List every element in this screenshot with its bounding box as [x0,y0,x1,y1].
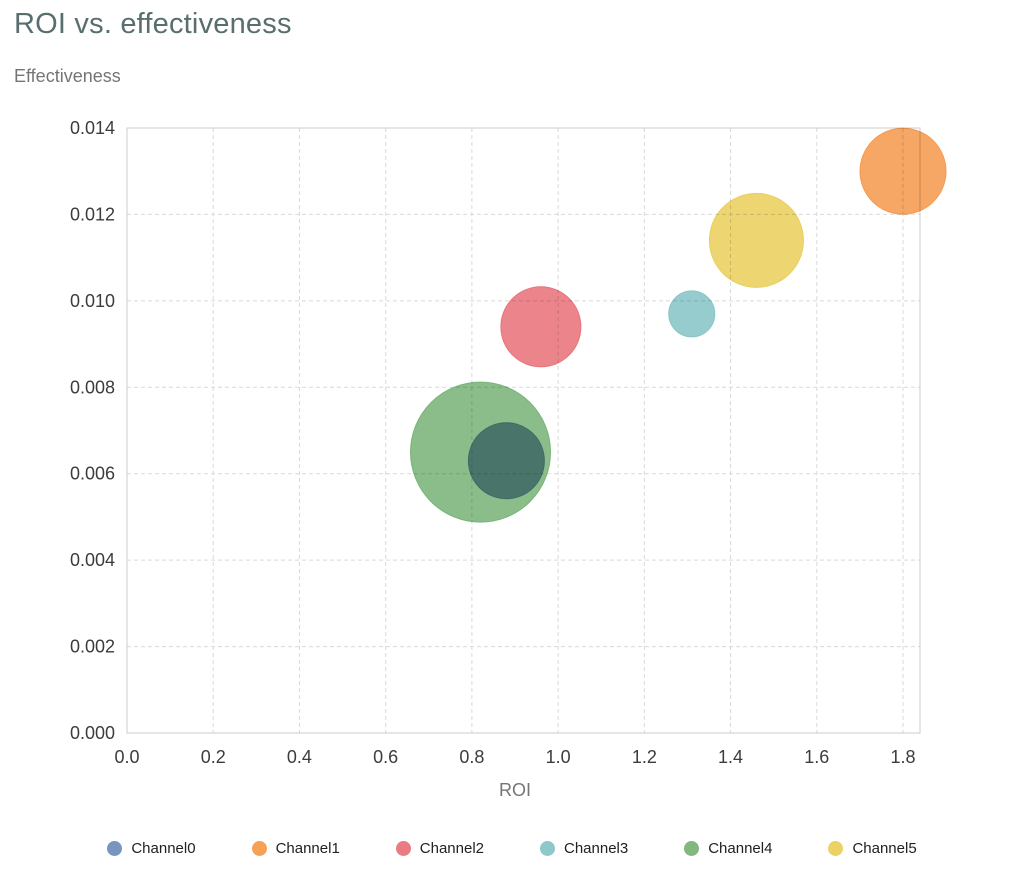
plot-border [126,127,921,734]
x-tick-label: 0.0 [114,747,139,767]
legend-swatch-icon [107,841,123,856]
x-tick-label: 0.4 [287,747,312,767]
y-tick-label: 0.012 [70,204,115,224]
x-tick-label: 1.2 [632,747,657,767]
y-tick-label: 0.000 [70,723,115,743]
x-axis-title: ROI [499,780,531,800]
bubble-channel3[interactable] [668,290,716,338]
y-axis-title: Effectiveness [14,66,121,86]
y-tick-label: 0.002 [70,637,115,657]
legend-swatch-icon [828,841,844,856]
legend-swatch-icon [684,841,700,856]
legend-item-channel1[interactable]: Channel1 [251,840,340,857]
y-tick-label: 0.010 [70,291,115,311]
x-tick-label: 1.0 [546,747,571,767]
legend-label: Channel1 [275,840,340,857]
bubble-channel1[interactable] [859,127,947,215]
legend-label: Channel3 [564,840,629,857]
chart-title: ROI vs. effectiveness [14,8,292,40]
x-tick-label: 0.6 [373,747,398,767]
bubble-chart: 0.000 0.002 0.004 0.006 0.008 0.010 0.012 0.014… [70,118,947,800]
legend-swatch-icon [251,841,267,856]
y-tick-label: 0.014 [70,118,115,138]
legend-label: Channel4 [708,840,773,857]
legend-item-channel0[interactable]: Channel0 [107,840,196,857]
y-tick-label: 0.004 [70,550,115,570]
legend-label: Channel0 [131,840,196,857]
bubble-channel2[interactable] [500,286,582,368]
chart-legend: Channel0 Channel1 Channel2 Channel3 Channel4… [0,840,1024,857]
legend-label: Channel5 [852,840,917,857]
y-tick-label: 0.006 [70,464,115,484]
bubble-channel5[interactable] [708,192,804,288]
x-tick-label: 0.8 [459,747,484,767]
legend-item-channel2[interactable]: Channel2 [395,840,484,857]
x-tick-label: 1.6 [804,747,829,767]
bubble-channel4[interactable] [410,381,552,523]
legend-swatch-icon [395,841,411,856]
legend-swatch-icon [540,841,555,856]
x-tick-label: 1.8 [890,747,915,767]
legend-label: Channel2 [419,840,484,857]
legend-item-channel3[interactable]: Channel3 [540,840,628,857]
legend-item-channel4[interactable]: Channel4 [684,840,772,857]
x-tick-label: 1.4 [718,747,743,767]
legend-item-channel5[interactable]: Channel5 [828,840,917,857]
y-tick-label: 0.008 [70,377,115,397]
x-tick-label: 0.2 [201,747,226,767]
